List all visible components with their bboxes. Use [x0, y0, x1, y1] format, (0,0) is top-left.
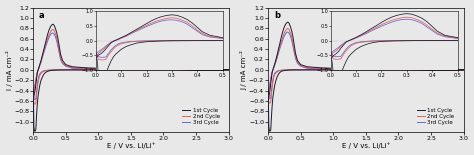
X-axis label: E / V vs. Li/Li⁺: E / V vs. Li/Li⁺ — [342, 143, 390, 149]
Legend: 1st Cycle, 2nd Cycle, 3rd Cycle: 1st Cycle, 2nd Cycle, 3rd Cycle — [180, 106, 222, 127]
Y-axis label: I / mA cm⁻²: I / mA cm⁻² — [6, 50, 12, 90]
Legend: 1st Cycle, 2nd Cycle, 3rd Cycle: 1st Cycle, 2nd Cycle, 3rd Cycle — [415, 106, 457, 127]
Text: b: b — [274, 11, 280, 20]
Text: a: a — [39, 11, 45, 20]
X-axis label: E / V vs. Li/Li⁺: E / V vs. Li/Li⁺ — [107, 143, 155, 149]
Y-axis label: J / mA cm⁻²: J / mA cm⁻² — [240, 50, 247, 90]
